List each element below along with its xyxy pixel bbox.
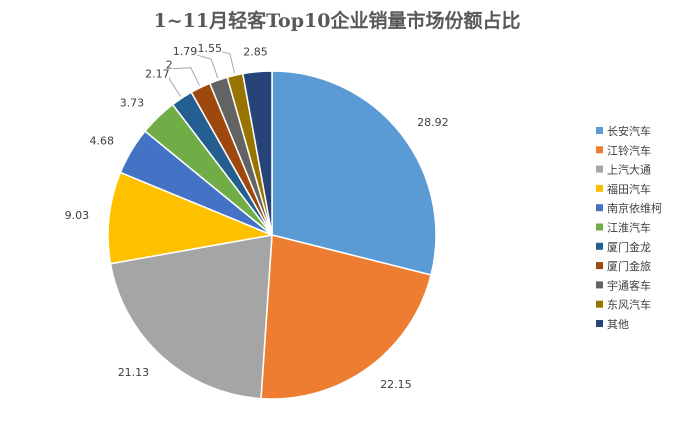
- pie-slice-1: [271, 70, 437, 276]
- data-label-4: 9.03: [65, 209, 90, 222]
- legend-label-10: 东风汽车: [607, 298, 651, 312]
- legend-swatch-8: [596, 262, 603, 270]
- data-label-9: 1.79: [173, 45, 198, 58]
- data-label-11: 2.85: [243, 46, 268, 59]
- legend-label-7: 厦门金龙: [607, 240, 651, 254]
- leader-line-10: [221, 51, 235, 74]
- legend-swatch-2: [596, 146, 603, 154]
- pie-slice-11: [241, 70, 273, 236]
- legend-label-3: 上汽大通: [607, 163, 651, 177]
- legend-label-5: 南京依维柯: [607, 201, 662, 215]
- leader-line-8: [172, 67, 200, 86]
- legend-label-11: 其他: [607, 318, 629, 331]
- data-label-8: 2: [166, 59, 173, 72]
- chart-title: 1~11月轻客Top10企业销量市场份额占比: [153, 10, 521, 32]
- legend-swatch-10: [596, 300, 603, 308]
- data-label-7: 2.17: [145, 68, 170, 81]
- legend-label-4: 福田汽车: [607, 182, 651, 196]
- data-label-10: 1.55: [198, 42, 223, 55]
- data-label-3: 21.13: [118, 366, 150, 379]
- data-label-1: 28.92: [417, 116, 449, 129]
- legend-swatch-11: [596, 320, 603, 327]
- legend-swatch-3: [596, 165, 603, 173]
- leader-line-9: [197, 54, 219, 79]
- leader-line-7: [169, 77, 182, 97]
- legend-swatch-7: [596, 242, 603, 250]
- data-label-6: 3.73: [120, 97, 145, 110]
- legend-swatch-9: [596, 281, 603, 289]
- legend-label-1: 长安汽车: [607, 124, 651, 138]
- legend-swatch-6: [596, 223, 603, 231]
- data-label-2: 22.15: [380, 378, 412, 391]
- pie-slice-2: [260, 234, 432, 400]
- legend-swatch-5: [596, 204, 603, 212]
- pie-slice-3: [109, 234, 273, 400]
- legend-label-9: 宇通客车: [607, 278, 651, 292]
- legend-label-8: 厦门金旅: [607, 259, 651, 273]
- data-label-5: 4.68: [90, 135, 115, 148]
- pie-slice-4: [107, 171, 275, 265]
- legend-label-2: 江铃汽车: [607, 143, 651, 157]
- legend-swatch-1: [596, 127, 603, 134]
- legend-swatch-4: [596, 184, 603, 192]
- legend-label-6: 江淮汽车: [607, 221, 651, 235]
